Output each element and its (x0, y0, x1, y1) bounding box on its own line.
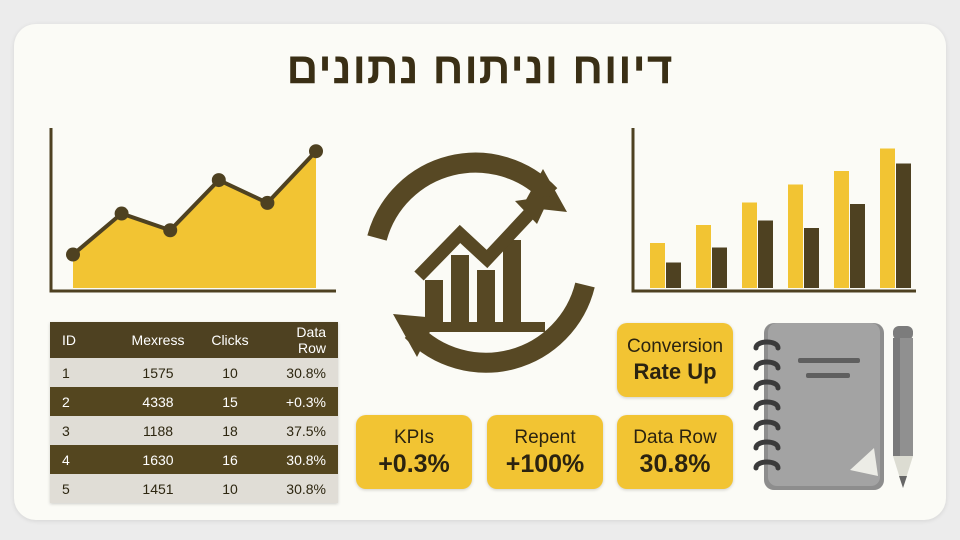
area-data-point (114, 206, 129, 221)
table-row: 5 1451 10 30.8% (50, 474, 338, 503)
line-area-chart (49, 128, 336, 293)
table-cell: 37.5% (266, 416, 338, 445)
pencil-icon (893, 326, 913, 488)
area-data-point (309, 144, 323, 159)
bar-chart (631, 128, 916, 293)
area-data-point (163, 223, 178, 238)
table-cell: 15 (194, 387, 266, 416)
kpi-label: Conversion (626, 335, 724, 357)
table-cell: 30.8% (266, 445, 338, 474)
page-title: דיווח וניתוח נתונים (286, 44, 674, 93)
bar-chart-bar (788, 184, 803, 288)
area-series-line (71, 149, 318, 257)
kpi-value: +100% (505, 449, 585, 478)
table-header-id: ID (50, 322, 122, 358)
table-header-mexress: Mexress (122, 322, 194, 358)
kpi-label: Repent (514, 426, 576, 448)
kpi-label: KPIs (393, 426, 435, 448)
table-cell: 16 (194, 445, 266, 474)
table-cell: 1451 (122, 474, 194, 503)
kpi-value: 30.8% (639, 449, 711, 478)
data-table: ID Mexress Clicks Data Row 1 1575 10 30.… (50, 322, 338, 503)
refresh-growth-chart-icon (367, 152, 595, 373)
table-cell: 30.8% (266, 474, 338, 503)
kpi-card-repent: Repent +100% (487, 415, 603, 489)
bar-chart-bar (758, 220, 773, 288)
table-cell: 4338 (122, 387, 194, 416)
table-cell: 4 (50, 445, 122, 474)
table-cell: 18 (194, 416, 266, 445)
table-row: 3 1188 18 37.5% (50, 416, 338, 445)
bar-chart-bar (650, 243, 665, 288)
table-cell: 1630 (122, 445, 194, 474)
table-cell: 3 (50, 416, 122, 445)
table-cell: 1575 (122, 358, 194, 387)
table-cell: 5 (50, 474, 122, 503)
kpi-card-kpis: KPIs +0.3% (356, 415, 472, 489)
bar-chart-bar (896, 163, 911, 288)
table-header-data-row: Data Row (266, 322, 338, 358)
bar-chart-bar (850, 204, 865, 288)
kpi-value: +0.3% (378, 449, 450, 478)
bar-chart-bar (742, 202, 757, 288)
area-chart-axis (49, 128, 336, 293)
bar-chart-axis (631, 128, 916, 293)
table-cell: +0.3% (266, 387, 338, 416)
table-header-clicks: Clicks (194, 322, 266, 358)
table-cell: 1 (50, 358, 122, 387)
bar-chart-bar (834, 171, 849, 288)
kpi-card-conversion: Conversion Rate Up (617, 323, 733, 397)
kpi-label: Data Row (633, 426, 717, 448)
table-row: 4 1630 16 30.8% (50, 445, 338, 474)
notebook-icon (753, 323, 884, 490)
table-header-row: ID Mexress Clicks Data Row (50, 322, 338, 358)
table-cell: 2 (50, 387, 122, 416)
area-fill (73, 151, 316, 288)
kpi-card-data-row: Data Row 30.8% (617, 415, 733, 489)
table-row: 1 1575 10 30.8% (50, 358, 338, 387)
bar-chart-bar (804, 228, 819, 288)
bar-chart-bar (712, 247, 727, 288)
table-cell: 10 (194, 474, 266, 503)
table-row: 2 4338 15 +0.3% (50, 387, 338, 416)
bar-chart-bar (696, 225, 711, 288)
bar-chart-bar (880, 148, 895, 288)
table-cell: 30.8% (266, 358, 338, 387)
kpi-value: Rate Up (633, 358, 717, 384)
table-cell: 10 (194, 358, 266, 387)
table-cell: 1188 (122, 416, 194, 445)
bar-chart-bar (666, 262, 681, 288)
area-data-point (211, 173, 226, 188)
area-data-point (260, 195, 275, 210)
area-data-point (66, 247, 80, 262)
